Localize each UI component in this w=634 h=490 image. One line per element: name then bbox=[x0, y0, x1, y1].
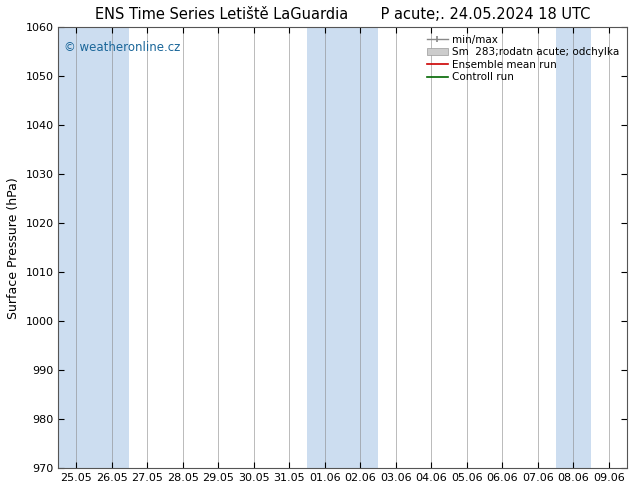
Text: © weatheronline.cz: © weatheronline.cz bbox=[64, 41, 181, 53]
Title: ENS Time Series Letiště LaGuardia       P acute;. 24.05.2024 18 UTC: ENS Time Series Letiště LaGuardia P acut… bbox=[95, 7, 590, 22]
Bar bbox=[555, 27, 591, 468]
Bar bbox=[307, 27, 342, 468]
Bar bbox=[94, 27, 129, 468]
Legend: min/max, Sm  283;rodatn acute; odchylka, Ensemble mean run, Controll run: min/max, Sm 283;rodatn acute; odchylka, … bbox=[425, 32, 621, 84]
Bar bbox=[58, 27, 94, 468]
Bar bbox=[342, 27, 378, 468]
Y-axis label: Surface Pressure (hPa): Surface Pressure (hPa) bbox=[7, 177, 20, 318]
